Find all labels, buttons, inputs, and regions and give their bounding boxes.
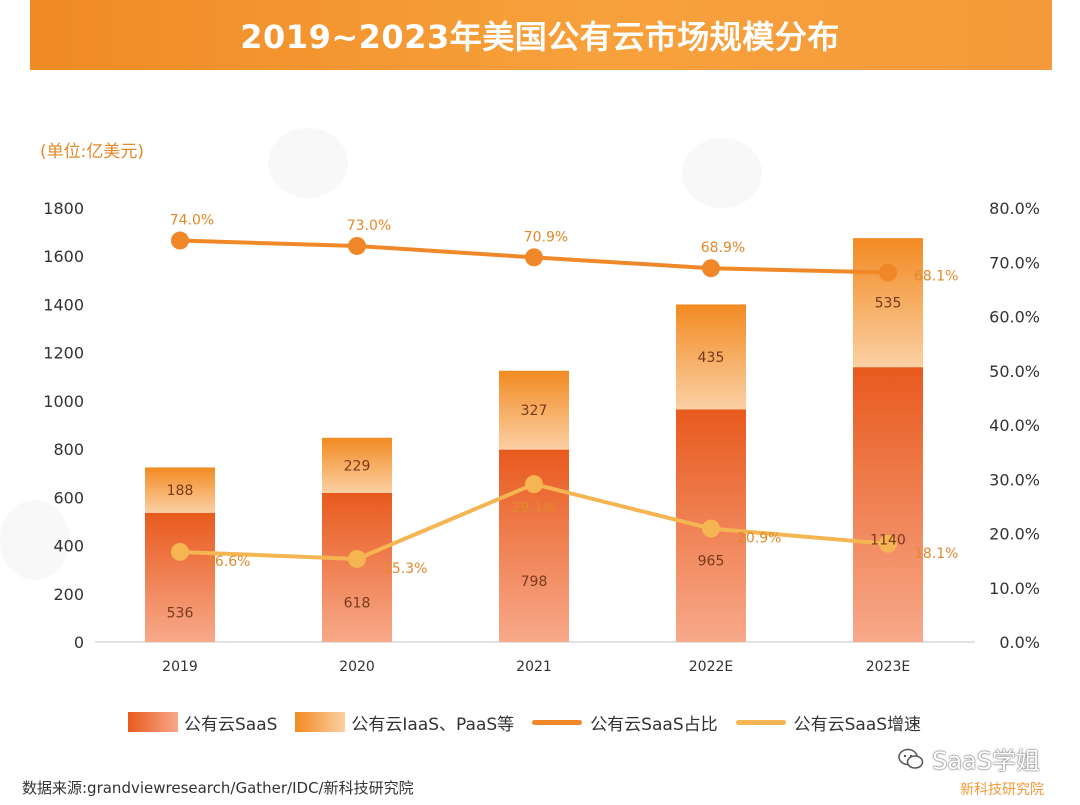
y-left-tick-label: 200 — [53, 585, 84, 604]
point-saas-share — [348, 236, 366, 255]
bar-saas-value-label: 798 — [521, 574, 548, 590]
bar-saas-value-label: 618 — [344, 595, 371, 611]
x-tick-label: 2019 — [162, 659, 198, 675]
saas-growth-label: 20.9% — [737, 531, 781, 547]
point-saas-growth — [702, 519, 720, 538]
saas-growth-label: 15.3% — [383, 561, 427, 577]
point-saas-growth — [171, 542, 189, 561]
bar-saas — [853, 367, 923, 642]
legend-label-iaas: 公有云IaaS、PaaS等 — [351, 714, 515, 735]
legend-item-iaas: 公有云IaaS、PaaS等 — [295, 710, 514, 735]
point-saas-share — [879, 263, 897, 282]
saas-growth-label: 29.1% — [512, 500, 556, 516]
bar-iaas-paas — [322, 437, 392, 493]
y-right-tick-label: 10.0% — [989, 579, 1040, 598]
title-banner — [30, 0, 1052, 70]
y-right-tick-label: 50.0% — [989, 362, 1040, 381]
point-saas-growth — [348, 549, 366, 568]
background-blob — [268, 128, 348, 198]
bar-saas-value-label: 1140 — [870, 533, 906, 549]
background-blob — [0, 500, 70, 580]
legend-item-saas: 公有云SaaS — [128, 710, 277, 735]
bar-iaas-paas — [676, 304, 746, 410]
y-left-tick-label: 1000 — [43, 392, 84, 411]
data-source: 数据来源:grandviewresearch/Gather/IDC/新科技研究院 — [22, 779, 414, 797]
x-tick-label: 2023E — [866, 659, 910, 675]
y-left-tick-label: 400 — [53, 537, 84, 556]
legend-swatch-share — [532, 719, 583, 725]
saas-share-label: 68.9% — [701, 240, 745, 256]
watermark: SaaS学姐 — [898, 741, 1040, 776]
y-left-tick-label: 0 — [74, 633, 84, 652]
chart-legend: 公有云SaaS 公有云IaaS、PaaS等 公有云SaaS占比 公有云SaaS增… — [128, 708, 939, 736]
saas-share-label: 68.1% — [914, 269, 958, 285]
legend-label-share: 公有云SaaS占比 — [590, 714, 718, 735]
saas-share-label: 74.0% — [170, 213, 214, 229]
y-right-tick-label: 70.0% — [989, 253, 1040, 272]
background-blob — [682, 138, 762, 208]
unit-label: (单位:亿美元) — [40, 142, 144, 162]
x-tick-label: 2022E — [689, 659, 733, 675]
saas-share-label: 70.9% — [524, 229, 568, 245]
point-saas-growth — [879, 534, 897, 553]
x-tick-label: 2021 — [516, 659, 552, 675]
legend-label-saas: 公有云SaaS — [184, 714, 278, 735]
y-right-tick-label: 80.0% — [989, 199, 1040, 218]
legend-swatch-growth — [735, 719, 786, 725]
saas-share-label: 73.0% — [347, 218, 391, 234]
saas-growth-label: 16.6% — [206, 554, 250, 570]
point-saas-share — [525, 248, 543, 267]
bar-iaas-value-label: 229 — [344, 458, 371, 474]
legend-swatch-iaas — [295, 712, 346, 732]
legend-swatch-saas — [128, 712, 178, 732]
brand-label: 新科技研究院 — [960, 782, 1044, 798]
bar-iaas-value-label: 535 — [875, 296, 902, 312]
wechat-icon — [898, 748, 924, 769]
bar-saas-value-label: 965 — [698, 554, 725, 570]
legend-item-growth: 公有云SaaS增速 — [735, 710, 922, 735]
y-right-tick-label: 0.0% — [999, 633, 1040, 652]
legend-item-share: 公有云SaaS占比 — [532, 710, 718, 735]
x-tick-label: 2020 — [339, 659, 375, 675]
bar-iaas-paas — [145, 467, 215, 513]
bar-iaas-value-label: 327 — [521, 403, 548, 419]
point-saas-share — [702, 259, 720, 278]
y-left-tick-label: 1800 — [43, 199, 84, 218]
y-left-tick-label: 1400 — [43, 295, 84, 314]
bar-iaas-paas — [499, 370, 569, 450]
bar-saas — [145, 512, 215, 642]
bar-iaas-paas — [853, 238, 923, 368]
y-left-tick-label: 800 — [53, 440, 84, 459]
y-right-tick-label: 60.0% — [989, 308, 1040, 327]
y-right-tick-label: 30.0% — [989, 470, 1040, 489]
y-right-tick-label: 20.0% — [989, 525, 1040, 544]
bar-saas-value-label: 536 — [167, 605, 194, 621]
point-saas-growth — [525, 475, 543, 494]
bar-iaas-value-label: 435 — [698, 350, 725, 366]
y-left-tick-label: 600 — [53, 488, 84, 507]
bar-iaas-value-label: 188 — [167, 483, 194, 499]
chart-title: 2019~2023年美国公有云市场规模分布 — [240, 18, 840, 56]
y-left-tick-label: 1600 — [43, 247, 84, 266]
y-left-tick-label: 1200 — [43, 344, 84, 363]
legend-label-growth: 公有云SaaS增速 — [793, 714, 922, 735]
y-right-tick-label: 40.0% — [989, 416, 1040, 435]
point-saas-share — [171, 231, 189, 250]
saas-growth-label: 18.1% — [914, 546, 958, 562]
watermark-text: SaaS学姐 — [932, 747, 1040, 775]
